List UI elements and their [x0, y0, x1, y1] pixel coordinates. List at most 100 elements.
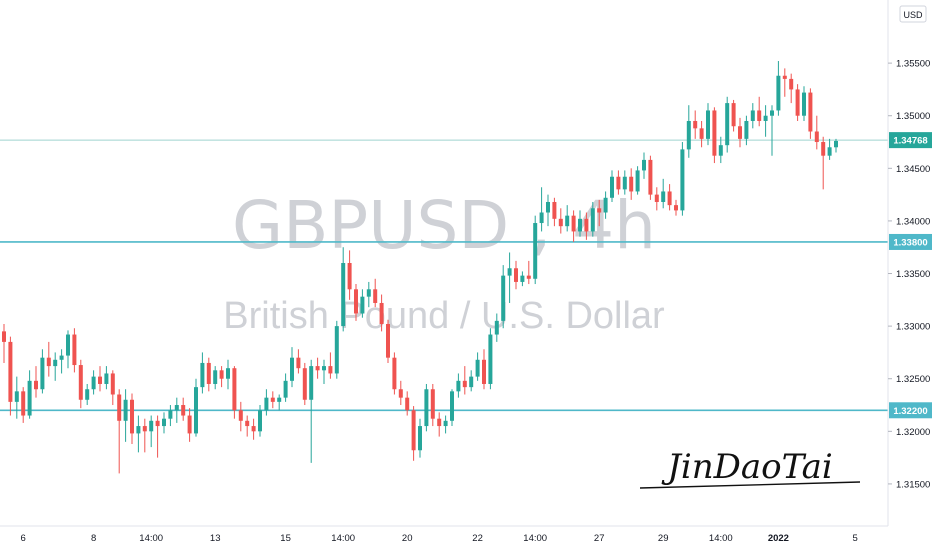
candle	[520, 271, 525, 287]
candle-body	[123, 399, 128, 421]
candle	[578, 210, 582, 237]
time-tick-label: 20	[402, 533, 413, 544]
candle-body	[14, 391, 19, 402]
candle-body	[558, 218, 563, 227]
candle-body	[430, 389, 435, 419]
candle-body	[750, 110, 755, 121]
candle-body	[674, 205, 678, 211]
candle	[341, 247, 346, 332]
candle	[264, 389, 269, 416]
candle-body	[706, 110, 710, 139]
candle	[674, 199, 678, 216]
candle	[808, 88, 813, 139]
candle-body	[597, 208, 602, 213]
time-tick-label: 2022	[768, 533, 789, 544]
candle	[642, 152, 646, 179]
currency-label[interactable]: USD	[899, 5, 927, 23]
horizontal-levels	[0, 139, 888, 412]
candle-body	[309, 366, 314, 400]
current-price-badge-background	[889, 132, 932, 149]
candle	[482, 349, 486, 390]
candle-body	[40, 357, 45, 390]
candle-body	[526, 275, 531, 279]
candle	[680, 142, 685, 216]
candle-body	[347, 263, 352, 290]
candle-body	[667, 191, 672, 206]
time-tick-label: 29	[658, 533, 669, 544]
candle	[2, 324, 6, 363]
candle-body	[21, 391, 26, 416]
candle-body	[264, 397, 269, 411]
candle	[744, 115, 749, 146]
candle-body	[251, 426, 256, 432]
candle-body	[782, 75, 787, 79]
candle	[59, 349, 64, 374]
candle	[334, 320, 339, 379]
candle	[315, 357, 320, 379]
level-badge-0-text: 1.33800	[893, 237, 927, 248]
candle-body	[238, 410, 243, 421]
candle-body	[622, 176, 627, 190]
candle-body	[699, 128, 704, 139]
candle	[21, 387, 26, 423]
candle	[661, 178, 666, 209]
candle	[347, 250, 352, 300]
candle-body	[546, 201, 550, 213]
candle	[546, 194, 550, 227]
candle-body	[552, 201, 557, 219]
candle-body	[398, 389, 403, 398]
candles	[2, 61, 838, 474]
candle	[14, 376, 19, 419]
candle-body	[72, 334, 77, 366]
candle	[232, 366, 237, 419]
candle	[181, 397, 186, 421]
candle-body	[245, 420, 250, 427]
candle-body	[494, 320, 499, 335]
candle	[750, 103, 755, 129]
candle	[571, 210, 576, 242]
candle	[40, 349, 45, 394]
candle-body	[110, 373, 115, 395]
candle-body	[789, 78, 794, 90]
candle-body	[219, 370, 224, 379]
candle-body	[834, 140, 838, 148]
candle-body	[162, 418, 166, 427]
candle-body	[654, 194, 659, 202]
candle-body	[392, 357, 397, 390]
candle	[597, 199, 602, 227]
candle	[398, 380, 403, 406]
candle	[405, 391, 410, 416]
candle	[725, 96, 730, 153]
time-axis-ticks: 6 8 14:00 13 15 14:00 20 22 14:00 27 29 14:00 2022 5	[21, 533, 858, 544]
time-tick-label: 8	[91, 533, 96, 544]
candle-body	[744, 120, 749, 139]
candle-body	[712, 110, 717, 156]
candle	[584, 212, 589, 240]
candle-body	[603, 197, 608, 213]
candle	[667, 184, 672, 211]
candle	[693, 110, 698, 139]
candle-body	[53, 359, 58, 367]
candle	[354, 284, 358, 321]
candle-body	[91, 376, 96, 390]
candle-body	[738, 126, 742, 139]
candle-body	[360, 296, 365, 314]
price-axis-background	[888, 0, 932, 550]
candle-body	[405, 397, 410, 411]
candle	[731, 99, 736, 132]
candle-body	[206, 362, 211, 384]
candle	[437, 412, 442, 437]
candle	[27, 370, 32, 419]
candle-body	[661, 191, 666, 202]
candle-body	[725, 103, 730, 146]
time-tick-label: 14:00	[523, 533, 547, 544]
candle	[565, 205, 570, 232]
candle	[136, 415, 141, 453]
candle	[738, 117, 742, 148]
candle	[418, 418, 422, 458]
candle	[789, 73, 794, 104]
candle-body	[27, 380, 32, 416]
candle	[539, 187, 544, 232]
